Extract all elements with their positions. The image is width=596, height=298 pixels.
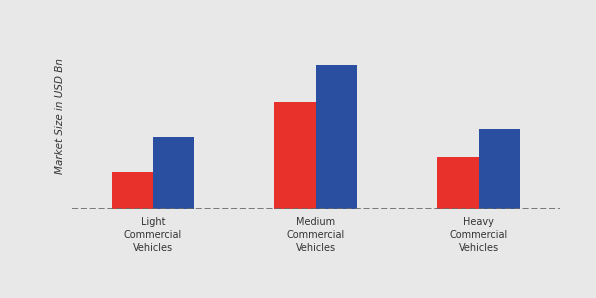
- Bar: [153, 137, 194, 209]
- Y-axis label: Market Size in USD Bn: Market Size in USD Bn: [55, 58, 64, 174]
- Bar: [316, 65, 358, 209]
- Bar: [479, 128, 520, 209]
- Bar: [437, 157, 479, 209]
- Bar: [111, 172, 153, 209]
- Bar: [274, 102, 316, 209]
